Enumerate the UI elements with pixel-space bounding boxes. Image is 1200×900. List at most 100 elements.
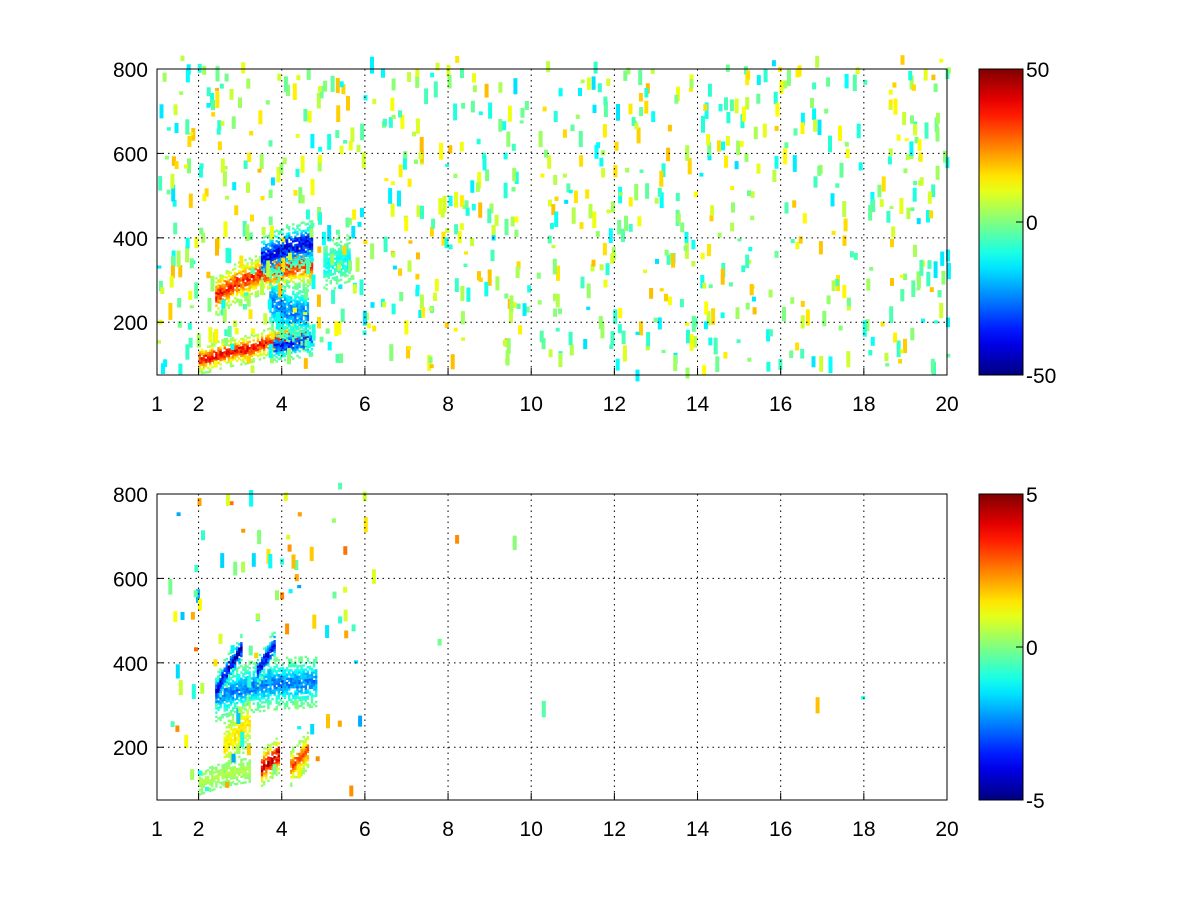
heatmap-cell <box>263 753 266 756</box>
heatmap-cell <box>273 290 276 293</box>
heatmap-cell <box>260 274 264 277</box>
heatmap-cell <box>300 236 303 239</box>
heatmap-cell <box>459 195 464 207</box>
heatmap-cell <box>281 671 285 674</box>
heatmap-cell <box>296 247 299 251</box>
heatmap-cell <box>218 633 223 644</box>
bottom-colorbar: 50-5 <box>978 484 1045 813</box>
heatmap-cell <box>240 688 243 691</box>
heatmap-cell <box>290 306 293 310</box>
heatmap-cell <box>227 714 231 717</box>
heatmap-cell <box>348 235 351 239</box>
heatmap-cell <box>828 356 833 374</box>
heatmap-cell <box>569 344 574 356</box>
heatmap-cell <box>298 248 301 251</box>
heatmap-cell <box>209 355 212 359</box>
heatmap-cell <box>298 343 301 347</box>
heatmap-cell <box>242 717 245 721</box>
heatmap-cell <box>225 280 228 283</box>
heatmap-cell <box>221 341 224 344</box>
heatmap-cell <box>231 738 235 742</box>
heatmap-cell <box>225 276 228 279</box>
heatmap-cell <box>221 770 224 774</box>
heatmap-cell <box>294 574 299 582</box>
heatmap-cell <box>263 660 266 663</box>
heatmap-cell <box>269 310 272 313</box>
heatmap-cell <box>246 764 249 767</box>
heatmap-cell <box>390 203 395 217</box>
heatmap-cell <box>221 289 224 293</box>
heatmap-cell <box>269 683 272 686</box>
heatmap-cell <box>234 327 239 335</box>
heatmap-cell <box>256 693 260 696</box>
heatmap-cell <box>275 750 278 753</box>
heatmap-cell <box>790 239 795 244</box>
heatmap-cell <box>227 326 232 337</box>
top-heatmap <box>157 55 951 382</box>
heatmap-cell <box>325 254 328 257</box>
heatmap-cell <box>335 229 340 235</box>
heatmap-cell <box>306 754 310 758</box>
heatmap-cell <box>325 283 328 286</box>
heatmap-cell <box>263 350 266 353</box>
heatmap-cell <box>310 667 314 670</box>
heatmap-cell <box>273 682 276 686</box>
heatmap-cell <box>285 333 289 336</box>
heatmap-cell <box>256 704 260 707</box>
heatmap-cell <box>252 281 255 284</box>
heatmap-cell <box>609 344 614 349</box>
heatmap-cell <box>271 759 274 763</box>
heatmap-cell <box>281 249 285 252</box>
heatmap-cell <box>335 252 339 255</box>
heatmap-cell <box>300 668 303 672</box>
heatmap-cell <box>288 677 291 680</box>
heatmap-cell <box>263 766 266 769</box>
heatmap-cell <box>229 751 233 754</box>
heatmap-cell <box>292 307 297 313</box>
heatmap-cell <box>227 730 231 733</box>
heatmap-cell <box>315 756 320 762</box>
heatmap-cell <box>227 759 231 763</box>
heatmap-cell <box>306 674 310 677</box>
heatmap-cell <box>643 269 648 274</box>
heatmap-cell <box>273 270 276 274</box>
heatmap-cell <box>348 280 351 283</box>
heatmap-cell <box>355 257 360 272</box>
heatmap-cell <box>244 758 247 761</box>
heatmap-cell <box>310 701 314 704</box>
heatmap-cell <box>298 660 301 664</box>
heatmap-cell <box>749 284 754 296</box>
heatmap-cell <box>231 698 235 702</box>
heatmap-cell <box>478 202 483 218</box>
heatmap-cell <box>288 671 291 674</box>
heatmap-cell <box>277 349 280 352</box>
heatmap-cell <box>275 271 278 275</box>
heatmap-cell <box>170 173 175 189</box>
heatmap-cell <box>283 287 287 290</box>
heatmap-cell <box>300 249 303 252</box>
heatmap-cell <box>233 687 237 690</box>
heatmap-cell <box>210 275 215 292</box>
heatmap-cell <box>227 773 231 776</box>
heatmap-cell <box>279 313 283 316</box>
heatmap-cell <box>229 743 233 746</box>
heatmap-cell <box>227 699 231 703</box>
heatmap-cell <box>265 661 268 664</box>
heatmap-cell <box>421 307 426 318</box>
heatmap-cell <box>342 245 347 255</box>
heatmap-cell <box>273 298 276 301</box>
heatmap-cell <box>399 292 404 302</box>
heatmap-cell <box>242 337 245 340</box>
heatmap-cell <box>292 694 295 697</box>
heatmap-cell <box>292 83 297 100</box>
heatmap-cell <box>315 694 318 697</box>
heatmap-cell <box>271 313 274 317</box>
heatmap-cell <box>227 354 231 358</box>
heatmap-cell <box>865 319 870 332</box>
heatmap-cell <box>191 684 196 699</box>
heatmap-cell <box>913 180 918 186</box>
heatmap-cell <box>238 738 241 742</box>
heatmap-cell <box>360 123 365 141</box>
heatmap-cell <box>248 707 251 710</box>
heatmap-cell <box>265 354 268 357</box>
